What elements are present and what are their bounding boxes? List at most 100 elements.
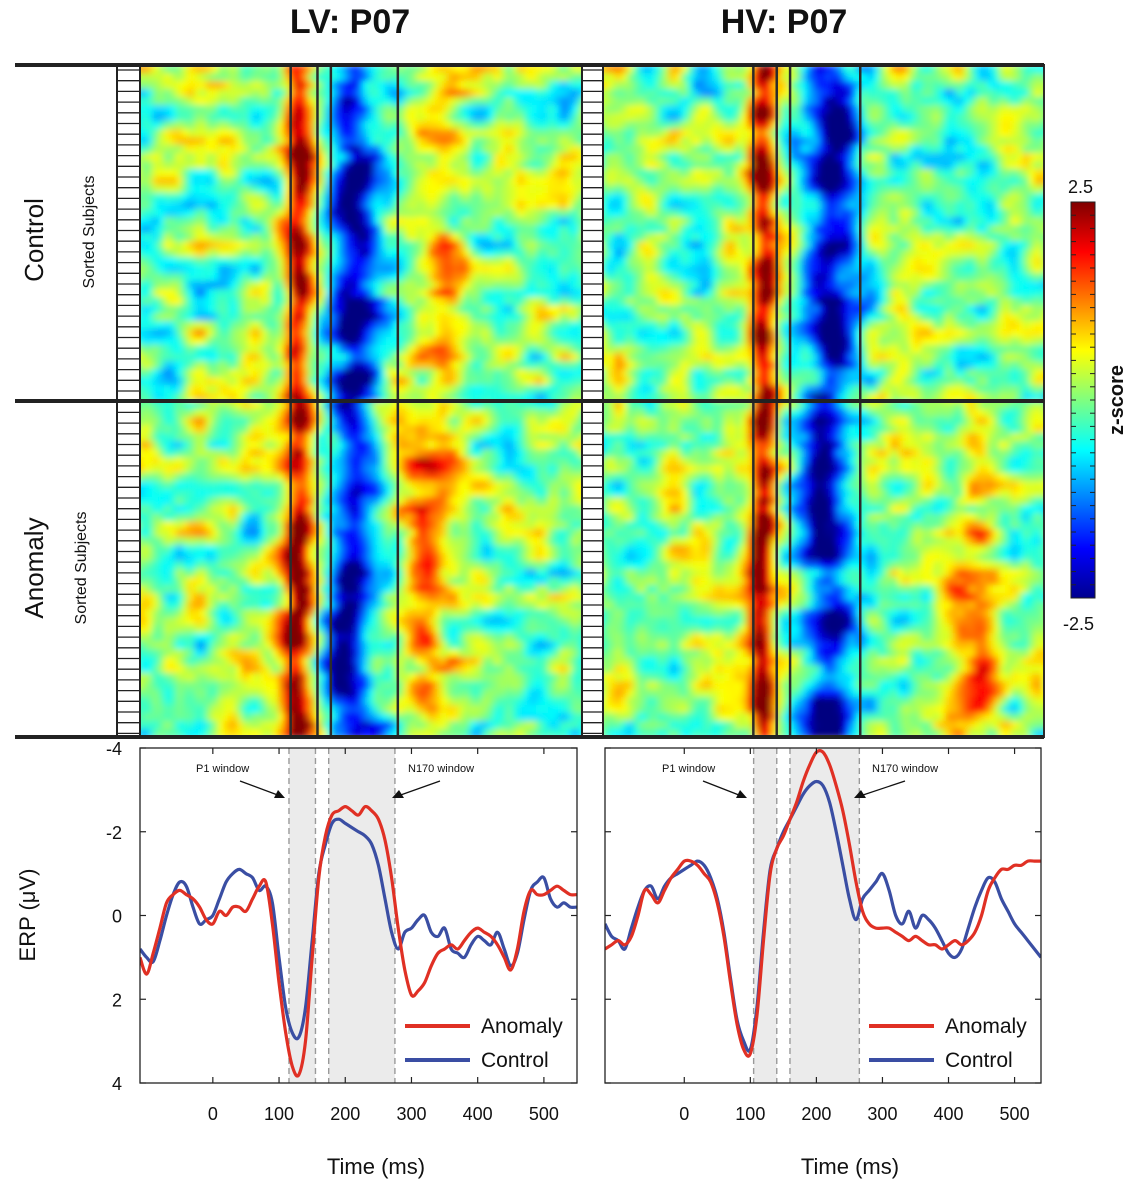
heatmap-cell (482, 281, 489, 290)
heatmap-cell (158, 289, 165, 298)
heatmap-cell (332, 521, 339, 530)
heatmap-cell (254, 393, 261, 402)
heatmap-cell (404, 129, 411, 138)
heatmap-cell (320, 89, 327, 98)
heatmap-cell (440, 249, 447, 258)
heatmap-cell (404, 569, 411, 578)
heatmap-cell (566, 297, 573, 306)
heatmap-cell (362, 145, 369, 154)
heatmap-cell (374, 553, 381, 562)
heatmap-cell (500, 353, 507, 362)
heatmap-cell (272, 361, 279, 370)
heatmap-cell (536, 121, 543, 130)
heatmap-cell (176, 281, 183, 290)
heatmap-cell (266, 417, 273, 426)
heatmap-cell (266, 585, 273, 594)
heatmap-cell (548, 233, 555, 242)
heatmap-cell (410, 561, 417, 570)
heatmap-cell (212, 417, 219, 426)
heatmap-cell (266, 497, 273, 506)
heatmap-cell (428, 393, 435, 402)
heatmap-cell (362, 345, 369, 354)
heatmap-cell (284, 161, 291, 170)
heatmap-cell (488, 145, 495, 154)
heatmap-cell (488, 265, 495, 274)
heatmap-cell (548, 241, 555, 250)
heatmap-cell (332, 561, 339, 570)
heatmap-cell (302, 273, 309, 282)
heatmap-cell (446, 113, 453, 122)
heatmap-cell (362, 161, 369, 170)
heatmap-cell (572, 313, 579, 322)
heatmap-cell (356, 505, 363, 514)
heatmap-cell (320, 73, 327, 82)
heatmap-cell (284, 417, 291, 426)
heatmap-cell (278, 441, 285, 450)
heatmap-cell (434, 553, 441, 562)
heatmap-cell (278, 169, 285, 178)
heatmap-cell (440, 537, 447, 546)
heatmap-cell (386, 193, 393, 202)
heatmap-cell (464, 377, 471, 386)
heatmap-cell (572, 369, 579, 378)
heatmap-cell (194, 561, 201, 570)
heatmap-cell (488, 433, 495, 442)
heatmap-cell (308, 113, 315, 122)
heatmap-cell (488, 81, 495, 90)
heatmap-cell (368, 97, 375, 106)
heatmap-cell (146, 201, 153, 210)
heatmap-cell (152, 233, 159, 242)
heatmap-cell (242, 489, 249, 498)
heatmap-cell (158, 537, 165, 546)
heatmap-cell (488, 241, 495, 250)
heatmap-cell (356, 561, 363, 570)
heatmap-cell (494, 129, 501, 138)
heatmap-cell (572, 73, 579, 82)
heatmap-cell (476, 65, 483, 74)
heatmap-cell (200, 577, 207, 586)
heatmap-cell (236, 241, 243, 250)
heatmap-cell (410, 361, 417, 370)
heatmap-cell (320, 465, 327, 474)
heatmap-cell (404, 553, 411, 562)
heatmap-cell (458, 369, 465, 378)
heatmap-cell (488, 537, 495, 546)
heatmap-cell (356, 201, 363, 210)
heatmap-cell (536, 257, 543, 266)
heatmap-cell (440, 329, 447, 338)
heatmap-cell (224, 553, 231, 562)
heatmap-cell (350, 585, 357, 594)
heatmap-cell (350, 401, 357, 410)
heatmap-cell (152, 65, 159, 74)
heatmap-cell (584, 153, 591, 162)
heatmap-cell (218, 113, 225, 122)
heatmap-cell (302, 249, 309, 258)
heatmap-cell (362, 305, 369, 314)
heatmap-cell (428, 553, 435, 562)
heatmap-cell (326, 529, 333, 538)
heatmap-cell (440, 361, 447, 370)
heatmap-cell (434, 481, 441, 490)
heatmap-cell (332, 329, 339, 338)
heatmap-cell (434, 233, 441, 242)
heatmap-cell (380, 569, 387, 578)
heatmap-cell (440, 313, 447, 322)
heatmap-cell (320, 329, 327, 338)
heatmap-cell (302, 385, 309, 394)
heatmap-cell (524, 377, 531, 386)
heatmap-cell (158, 241, 165, 250)
heatmap-cell (458, 345, 465, 354)
heatmap-cell (140, 569, 147, 578)
heatmap-cell (428, 505, 435, 514)
heatmap-cell (518, 505, 525, 514)
heatmap-cell (248, 337, 255, 346)
heatmap-cell (548, 433, 555, 442)
heatmap-cell (200, 233, 207, 242)
heatmap-cell (452, 273, 459, 282)
heatmap-cell (206, 241, 213, 250)
heatmap-cell (452, 289, 459, 298)
heatmap-cell (272, 121, 279, 130)
heatmap-cell (302, 513, 309, 522)
heatmap-cell (296, 481, 303, 490)
heatmap-cell (392, 241, 399, 250)
